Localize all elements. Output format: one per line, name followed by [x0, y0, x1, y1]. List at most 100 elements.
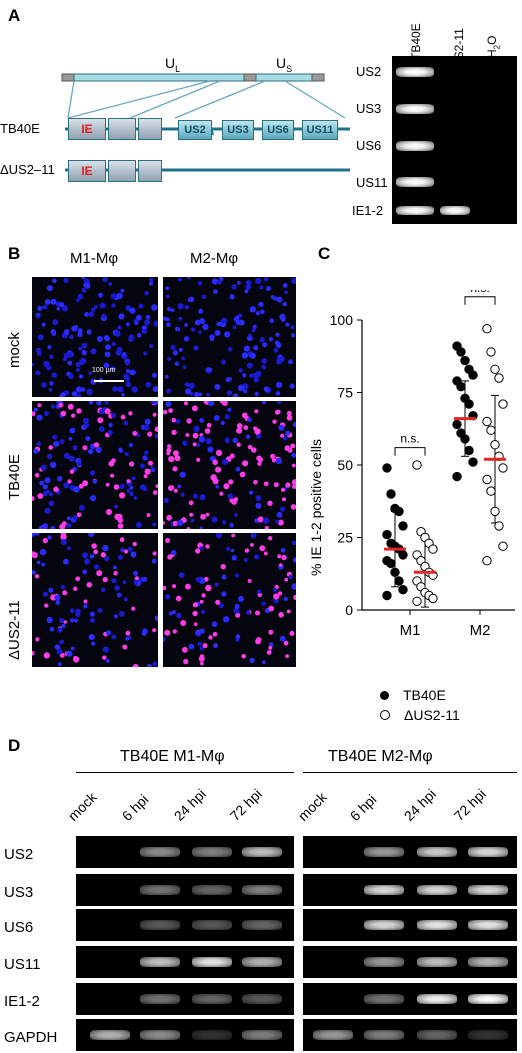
nucleus [56, 307, 61, 311]
nucleus [47, 535, 52, 540]
nucleus [196, 443, 201, 448]
nucleus-positive [286, 415, 293, 421]
nucleus [84, 558, 91, 565]
nucleus [165, 286, 170, 291]
nucleus-positive [152, 490, 158, 495]
nucleus [68, 455, 75, 462]
nucleus [142, 576, 148, 582]
nucleus-positive [204, 428, 211, 434]
nucleus [76, 368, 80, 372]
gel-band [417, 957, 457, 967]
row-label-delta: ΔUS2-11 [6, 600, 23, 660]
nucleus [130, 369, 136, 376]
nucleus-positive [236, 423, 243, 429]
nucleus-positive [251, 447, 257, 453]
nucleus-positive [82, 480, 89, 487]
nucleus [73, 486, 80, 493]
nucleus [125, 322, 130, 327]
nucleus [136, 333, 142, 338]
nucleus [89, 617, 95, 623]
nucleus [251, 328, 256, 333]
nucleus [127, 546, 133, 552]
nucleus [282, 283, 288, 288]
nucleus-positive [185, 583, 191, 590]
data-point [412, 596, 422, 606]
nucleus-positive [268, 536, 273, 541]
nucleus-positive [32, 651, 35, 656]
nucleus [48, 500, 55, 507]
data-point [412, 460, 422, 470]
significance-label: n.s. [400, 432, 419, 446]
nucleus-positive [53, 486, 59, 493]
nucleus [122, 352, 127, 357]
nucleus [184, 323, 188, 327]
gel-strip [303, 1019, 517, 1051]
nucleus [85, 436, 91, 442]
nucleus [245, 280, 252, 286]
nucleus [36, 560, 41, 565]
gel-band [468, 1030, 508, 1040]
nucleus [249, 490, 254, 495]
nucleus [276, 296, 283, 303]
nucleus-positive [255, 638, 261, 645]
nucleus-positive [58, 402, 64, 408]
nucleus [213, 643, 218, 649]
nucleus [108, 281, 113, 286]
nucleus [66, 546, 71, 551]
nucleus-positive [117, 523, 124, 529]
row-label-tb40e: TB40E [6, 454, 23, 500]
nucleus [78, 374, 84, 379]
nucleus [175, 326, 180, 332]
tp-m2-6hpi: 6 hpi [346, 791, 380, 824]
nucleus [93, 304, 98, 309]
nucleus [116, 292, 123, 299]
nucleus [112, 386, 118, 392]
nucleus [222, 616, 230, 623]
data-point [486, 486, 496, 496]
nucleus-positive [192, 610, 198, 617]
nucleus [142, 455, 148, 461]
nucleus [129, 491, 135, 497]
nucleus-positive [76, 408, 82, 414]
nucleus [96, 335, 103, 342]
strain-del-label: ΔUS2–11 [0, 162, 55, 177]
nucleus [76, 298, 80, 302]
nucleus [255, 311, 260, 316]
nucleus [120, 288, 125, 293]
data-point [490, 506, 500, 517]
gel-band [468, 885, 508, 895]
nucleus-positive [43, 652, 50, 659]
nucleus-positive [113, 484, 120, 490]
data-point [428, 544, 438, 554]
nucleus-positive [206, 422, 212, 428]
nucleus [108, 422, 113, 428]
col-label-m1: M1-Mφ [70, 250, 119, 267]
nucleus [230, 548, 235, 553]
nucleus [182, 440, 188, 446]
gel-strip [303, 946, 517, 978]
nucleus-positive [191, 405, 198, 412]
nucleus [81, 277, 86, 280]
nucleus [227, 347, 233, 352]
nucleus [165, 294, 170, 299]
nucleus [152, 386, 158, 393]
panel-a-label: A [8, 6, 21, 25]
nucleus [164, 374, 169, 379]
nucleus [91, 307, 96, 312]
gel-row-label: US6 [4, 919, 34, 936]
nucleus [167, 307, 172, 312]
nucleus [101, 313, 107, 319]
nucleus-positive [291, 479, 296, 486]
nucleus [193, 425, 200, 432]
nucleus [261, 364, 267, 370]
nucleus [154, 433, 158, 439]
nucleus-positive [105, 482, 110, 487]
nucleus [44, 477, 51, 484]
data-point [460, 434, 470, 444]
data-point [386, 558, 396, 569]
nucleus-positive [278, 612, 284, 618]
nucleus-positive [102, 576, 108, 583]
nucleus [75, 393, 82, 397]
nucleus [148, 277, 154, 283]
nucleus [283, 436, 288, 441]
